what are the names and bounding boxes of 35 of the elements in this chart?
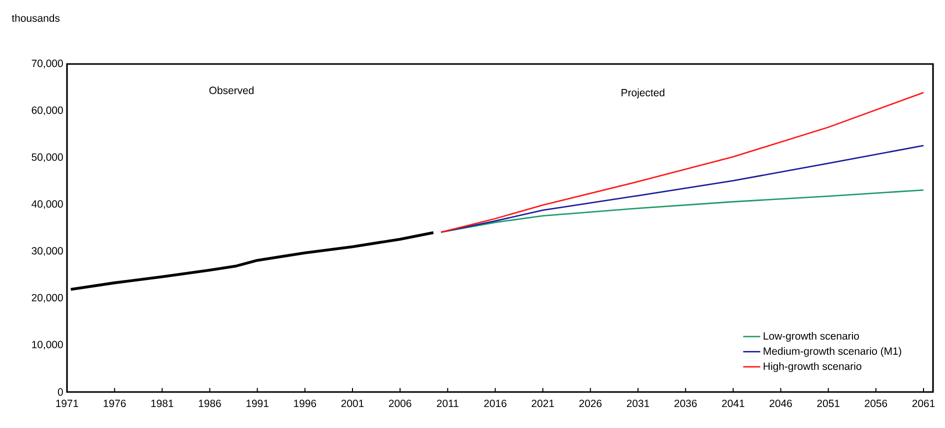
x-tick-label: 2046 bbox=[770, 400, 792, 408]
y-tick-label: 60,000 bbox=[32, 106, 63, 116]
x-tick-label: 1996 bbox=[294, 400, 316, 408]
x-tick-label: 2026 bbox=[579, 400, 602, 408]
x-tick-label: 2036 bbox=[674, 400, 697, 408]
line-series bbox=[440, 144, 924, 233]
y-tick-label: 40,000 bbox=[32, 200, 63, 209]
line-series bbox=[69, 231, 435, 291]
y-axis-title: thousands bbox=[12, 14, 60, 22]
x-tick-label: 1981 bbox=[151, 400, 174, 408]
x-tick-label: 1991 bbox=[246, 400, 268, 408]
x-tick-label: 1976 bbox=[104, 400, 126, 408]
annotation: Projected bbox=[622, 88, 664, 98]
y-tick-label: 50,000 bbox=[32, 153, 63, 162]
x-tick-label: 2016 bbox=[484, 400, 506, 408]
x-tick-label: 2001 bbox=[341, 400, 364, 408]
y-tick-label: 20,000 bbox=[32, 294, 63, 303]
x-tick-label: 2051 bbox=[817, 400, 840, 408]
y-tick-label: 10,000 bbox=[32, 340, 63, 350]
x-tick-label: 2061 bbox=[912, 400, 935, 408]
legend-label: Medium-growth scenario (M1) bbox=[764, 347, 902, 357]
x-tick-label: 1971 bbox=[56, 400, 78, 408]
legend-label: Low-growth scenario bbox=[764, 332, 859, 342]
y-tick-label: 30,000 bbox=[32, 247, 63, 256]
x-tick-label: 1986 bbox=[198, 400, 221, 408]
annotation: Observed bbox=[209, 86, 254, 94]
x-tick-label: 2031 bbox=[626, 400, 650, 408]
x-tick-label: 2041 bbox=[722, 400, 744, 408]
y-tick-label: 0 bbox=[58, 388, 63, 396]
y-tick-label: 70,000 bbox=[32, 60, 63, 68]
x-tick-label: 2011 bbox=[436, 400, 458, 408]
x-tick-label: 2056 bbox=[864, 400, 888, 408]
legend-label: High-growth scenario bbox=[764, 362, 862, 372]
x-tick-label: 2006 bbox=[388, 400, 412, 408]
x-tick-label: 2021 bbox=[532, 400, 554, 408]
